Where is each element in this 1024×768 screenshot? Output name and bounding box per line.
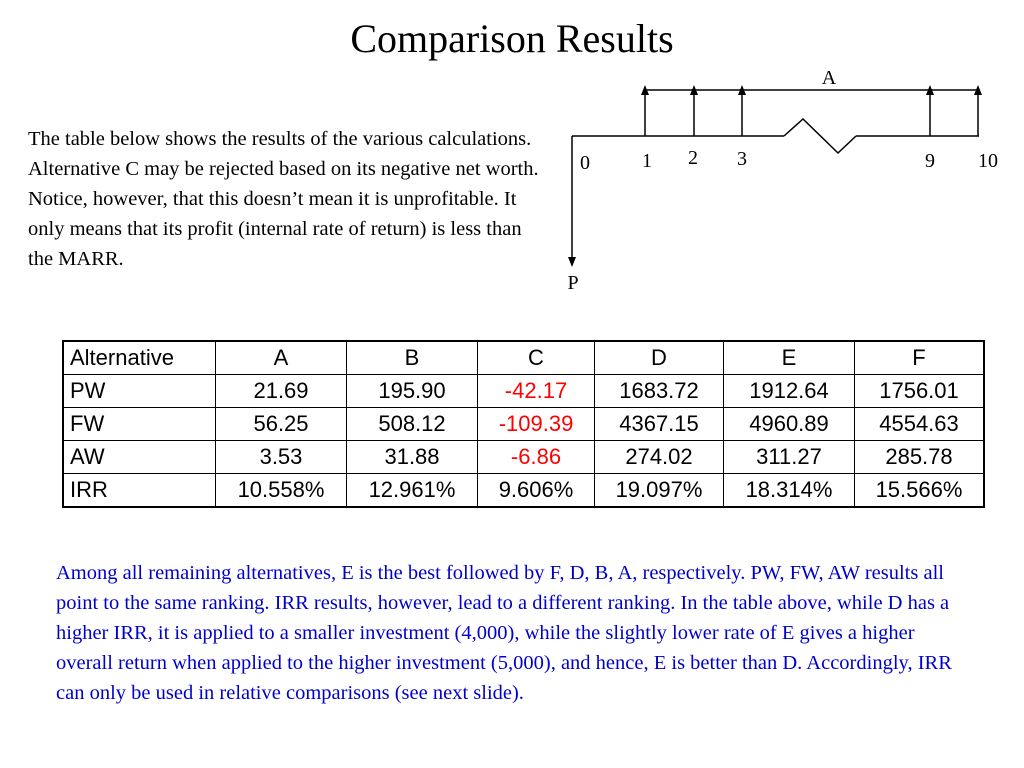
table-cell: 19.097%: [594, 473, 724, 508]
period-label-0: 0: [580, 152, 590, 174]
table-cell-negative: -109.39: [477, 407, 595, 441]
table-cell: 311.27: [723, 440, 855, 474]
conclusion-paragraph: Among all remaining alternatives, E is t…: [56, 562, 952, 704]
table-header-cell: D: [594, 340, 724, 375]
period-label-1: 1: [642, 150, 652, 172]
annuity-label: A: [822, 67, 837, 89]
period-label-2: 2: [688, 147, 698, 169]
table-header-cell: B: [346, 340, 478, 375]
table-cell: 285.78: [854, 440, 985, 474]
row-label: FW: [62, 407, 216, 441]
table-cell: 1683.72: [594, 374, 724, 408]
table-header-cell: A: [215, 340, 347, 375]
table-cell: 4367.15: [594, 407, 724, 441]
table-header-cell: E: [723, 340, 855, 375]
table-cell: 4960.89: [723, 407, 855, 441]
table-row: PW 21.69 195.90 -42.17 1683.72 1912.64 1…: [62, 374, 985, 408]
comparison-results-table: Alternative A B C D E F PW 21.69 195.90 …: [62, 340, 985, 508]
table-row: FW 56.25 508.12 -109.39 4367.15 4960.89 …: [62, 407, 985, 441]
table-header-cell: C: [477, 340, 595, 375]
table-cell: 3.53: [215, 440, 347, 474]
table-cell: 195.90: [346, 374, 478, 408]
table-cell: 18.314%: [723, 473, 855, 508]
table-cell: 1756.01: [854, 374, 985, 408]
table-cell: 274.02: [594, 440, 724, 474]
table-cell: 10.558%: [215, 473, 347, 508]
table-header-row: Alternative A B C D E F: [62, 340, 985, 375]
table-row: AW 3.53 31.88 -6.86 274.02 311.27 285.78: [62, 440, 985, 474]
present-value-label: P: [567, 272, 578, 294]
table-cell: 21.69: [215, 374, 347, 408]
row-label: IRR: [62, 473, 216, 508]
axis-break-zigzag: [783, 117, 857, 155]
table-header-alternative: Alternative: [62, 340, 216, 375]
period-label-9: 9: [925, 150, 935, 172]
row-label: AW: [62, 440, 216, 474]
table-cell: 15.566%: [854, 473, 985, 508]
period-label-3: 3: [737, 148, 747, 170]
table-cell: 4554.63: [854, 407, 985, 441]
table-cell-negative: -42.17: [477, 374, 595, 408]
table-row: IRR 10.558% 12.961% 9.606% 19.097% 18.31…: [62, 473, 985, 508]
slide-title: Comparison Results: [350, 16, 674, 61]
intro-paragraph: The table below shows the results of the…: [28, 128, 539, 270]
table-cell: 508.12: [346, 407, 478, 441]
table-cell: 56.25: [215, 407, 347, 441]
table-header-cell: F: [854, 340, 985, 375]
table-cell: 12.961%: [346, 473, 478, 508]
table-cell: 31.88: [346, 440, 478, 474]
period-label-10: 10: [978, 150, 998, 172]
table-cell: 1912.64: [723, 374, 855, 408]
table-cell-negative: -6.86: [477, 440, 595, 474]
table-cell: 9.606%: [477, 473, 595, 508]
row-label: PW: [62, 374, 216, 408]
